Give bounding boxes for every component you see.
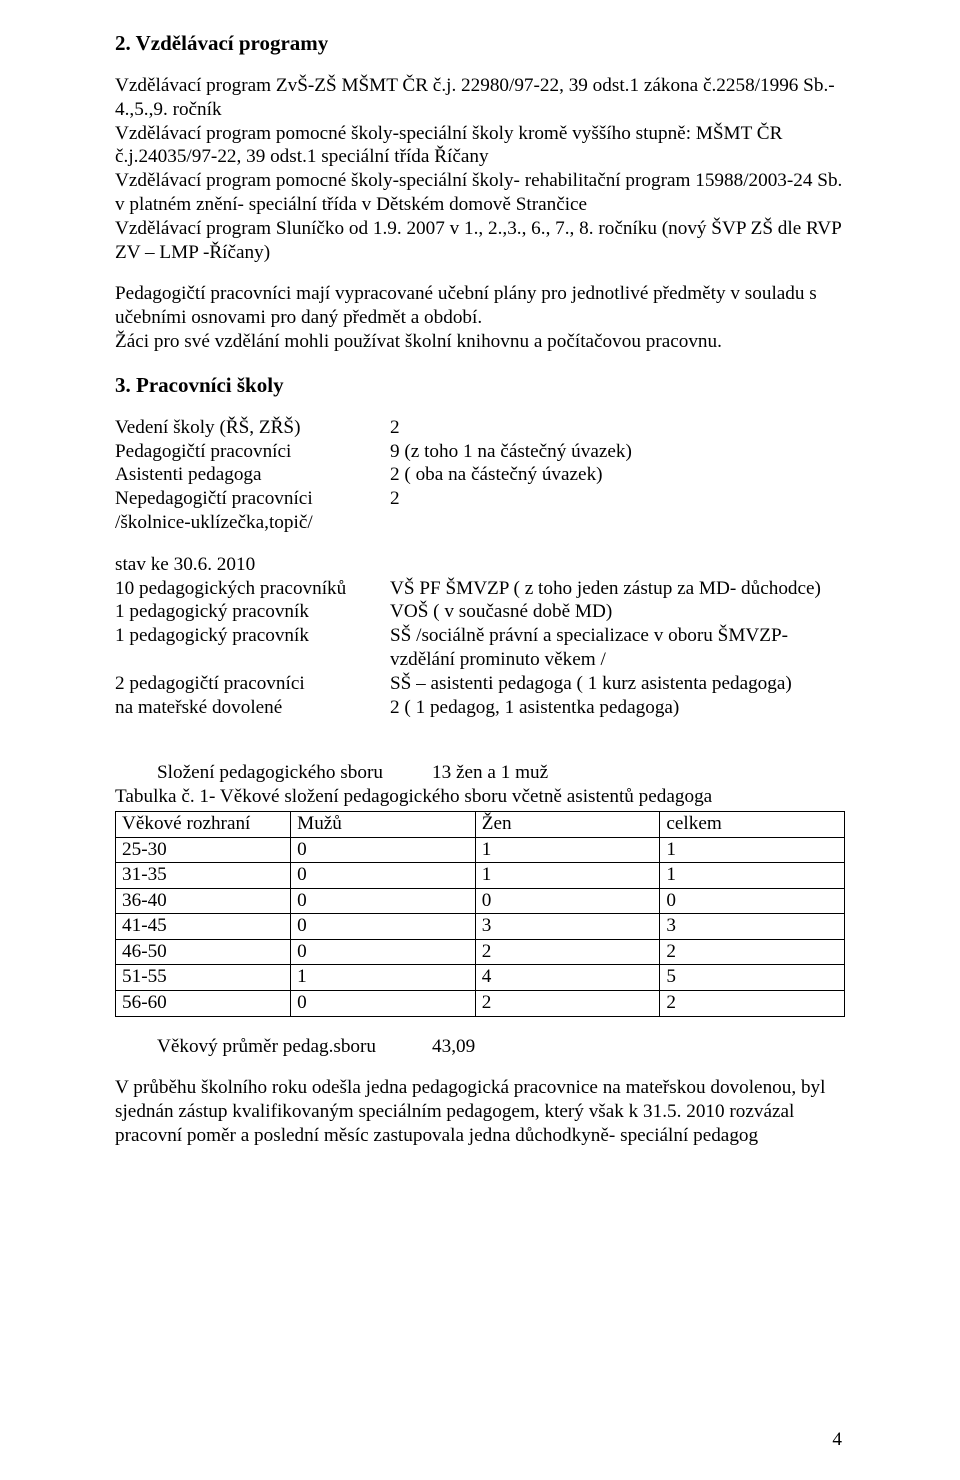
staff-row-label: Vedení školy (ŘŠ, ZŘŠ) — [115, 416, 390, 440]
staff-row-value: 2 — [390, 416, 845, 440]
table-cell: 31-35 — [116, 863, 291, 889]
table-row: 41-45033 — [116, 914, 845, 940]
staff-list-1: Vedení školy (ŘŠ, ZŘŠ)2Pedagogičtí praco… — [115, 416, 845, 535]
staff-row-label: na mateřské dovolené — [115, 696, 390, 720]
staff-row: na mateřské dovolené2 ( 1 pedagog, 1 asi… — [115, 696, 845, 720]
age-average-label: Věkový průměr pedag.sboru — [157, 1035, 432, 1059]
table-row: 46-50022 — [116, 939, 845, 965]
table-cell: 0 — [475, 888, 660, 914]
table-cell: 4 — [475, 965, 660, 991]
staff-row-label — [115, 648, 390, 672]
staff-row-value — [390, 511, 845, 535]
staff-row: 1 pedagogický pracovníkSŠ /sociálně práv… — [115, 624, 845, 648]
table-cell: 0 — [291, 863, 476, 889]
table-header-cell: Žen — [475, 811, 660, 837]
staff-row-label: 2 pedagogičtí pracovníci — [115, 672, 390, 696]
staff-row-value: SŠ – asistenti pedagoga ( 1 kurz asisten… — [390, 672, 845, 696]
staff-row: 10 pedagogických pracovníkůVŠ PF ŠMVZP (… — [115, 577, 845, 601]
table-cell: 3 — [475, 914, 660, 940]
table-cell: 0 — [660, 888, 845, 914]
section-heading-3: 3. Pracovníci školy — [115, 372, 845, 398]
table-header-cell: celkem — [660, 811, 845, 837]
staff-row-label: 1 pedagogický pracovník — [115, 624, 390, 648]
staff-row: Asistenti pedagoga2 ( oba na částečný úv… — [115, 463, 845, 487]
table-row: 36-40000 — [116, 888, 845, 914]
table-cell: 1 — [660, 837, 845, 863]
table-cell: 0 — [291, 991, 476, 1017]
table-cell: 36-40 — [116, 888, 291, 914]
age-average-value: 43,09 — [432, 1035, 845, 1059]
staff-row-label: Nepedagogičtí pracovníci — [115, 487, 390, 511]
table-header-cell: Věkové rozhraní — [116, 811, 291, 837]
staff-composition-line: Složení pedagogického sboru 13 žen a 1 m… — [157, 761, 845, 785]
section-2-paragraph-1: Vzdělávací program ZvŠ-ZŠ MŠMT ČR č.j. 2… — [115, 74, 845, 264]
table-cell: 2 — [660, 939, 845, 965]
section-heading-2: 2. Vzdělávací programy — [115, 30, 845, 56]
staff-row: Pedagogičtí pracovníci9 (z toho 1 na čás… — [115, 440, 845, 464]
table-cell: 2 — [475, 939, 660, 965]
table-header-cell: Mužů — [291, 811, 476, 837]
table-cell: 56-60 — [116, 991, 291, 1017]
composition-label: Složení pedagogického sboru — [157, 761, 432, 785]
table-cell: 41-45 — [116, 914, 291, 940]
staff-row-value: vzdělání prominuto věkem / — [390, 648, 845, 672]
staff-row-value: 2 ( oba na částečný úvazek) — [390, 463, 845, 487]
table-cell: 25-30 — [116, 837, 291, 863]
staff-row-label: /školnice-uklízečka,topič/ — [115, 511, 390, 535]
table-cell: 3 — [660, 914, 845, 940]
staff-row: Nepedagogičtí pracovníci2 — [115, 487, 845, 511]
section-2-paragraph-2: Pedagogičtí pracovníci mají vypracované … — [115, 282, 845, 353]
staff-row-value: VOŠ ( v současné době MD) — [390, 600, 845, 624]
composition-value: 13 žen a 1 muž — [432, 761, 845, 785]
staff-row: 2 pedagogičtí pracovníciSŠ – asistenti p… — [115, 672, 845, 696]
staff-row-label: 1 pedagogický pracovník — [115, 600, 390, 624]
table-row: 25-30011 — [116, 837, 845, 863]
stav-date-heading: stav ke 30.6. 2010 — [115, 553, 845, 577]
staff-row-value: 2 ( 1 pedagog, 1 asistentka pedagoga) — [390, 696, 845, 720]
table-cell: 0 — [291, 914, 476, 940]
table-cell: 1 — [475, 863, 660, 889]
staff-row-value: 2 — [390, 487, 845, 511]
staff-row-label: Asistenti pedagoga — [115, 463, 390, 487]
staff-row-label: 10 pedagogických pracovníků — [115, 577, 390, 601]
table-cell: 2 — [660, 991, 845, 1017]
table-cell: 51-55 — [116, 965, 291, 991]
document-page: 2. Vzdělávací programy Vzdělávací progra… — [0, 0, 960, 1480]
table-row: 56-60022 — [116, 991, 845, 1017]
page-number: 4 — [832, 1428, 842, 1452]
table-cell: 0 — [291, 888, 476, 914]
table-cell: 1 — [475, 837, 660, 863]
age-average-line: Věkový průměr pedag.sboru 43,09 — [157, 1035, 845, 1059]
staff-row-label: Pedagogičtí pracovníci — [115, 440, 390, 464]
staff-list-2: 10 pedagogických pracovníkůVŠ PF ŠMVZP (… — [115, 577, 845, 720]
table-cell: 46-50 — [116, 939, 291, 965]
table-cell: 0 — [291, 939, 476, 965]
table-row: 51-55145 — [116, 965, 845, 991]
table-cell: 0 — [291, 837, 476, 863]
staff-row-value: 9 (z toho 1 na částečný úvazek) — [390, 440, 845, 464]
table-cell: 1 — [660, 863, 845, 889]
table-cell: 1 — [291, 965, 476, 991]
staff-row: 1 pedagogický pracovníkVOŠ ( v současné … — [115, 600, 845, 624]
table-cell: 5 — [660, 965, 845, 991]
table-header-row: Věkové rozhraníMužůŽencelkem — [116, 811, 845, 837]
staff-row: Vedení školy (ŘŠ, ZŘŠ)2 — [115, 416, 845, 440]
table-row: 31-35011 — [116, 863, 845, 889]
table-caption: Tabulka č. 1- Věkové složení pedagogické… — [115, 785, 845, 809]
table-cell: 2 — [475, 991, 660, 1017]
staff-row: /školnice-uklízečka,topič/ — [115, 511, 845, 535]
age-table: Věkové rozhraníMužůŽencelkem 25-3001131-… — [115, 811, 845, 1017]
table-body: 25-3001131-3501136-4000041-4503346-50022… — [116, 837, 845, 1016]
footer-paragraph: V průběhu školního roku odešla jedna ped… — [115, 1076, 845, 1147]
staff-row: vzdělání prominuto věkem / — [115, 648, 845, 672]
staff-row-value: VŠ PF ŠMVZP ( z toho jeden zástup za MD-… — [390, 577, 845, 601]
staff-row-value: SŠ /sociálně právní a specializace v obo… — [390, 624, 845, 648]
